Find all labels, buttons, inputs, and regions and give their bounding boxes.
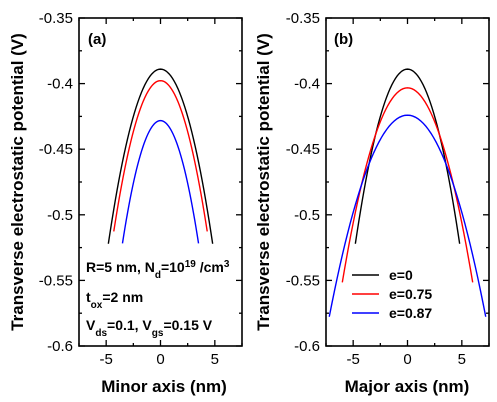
- series-line-3: [121, 119, 200, 244]
- x-tick-label: -5: [346, 351, 359, 368]
- x-axis-label-b: Major axis (nm): [345, 377, 470, 396]
- y-tick-label: -0.5: [47, 207, 73, 224]
- y-tick-label: -0.35: [39, 10, 73, 27]
- series-line-1: [354, 68, 461, 244]
- axes-b: -5 0 5 -0.35 -0.4 -0.45 -0.5 -0.55 -0.6: [286, 10, 490, 368]
- panel-a: -5 0 5 -0.35 -0.4 -0.45 -0.5 -0.55 -0.6 (a) Mino…: [8, 10, 243, 396]
- x-tick-label: 5: [211, 351, 219, 368]
- y-tick-label: -0.55: [286, 272, 320, 289]
- y-tick-label: -0.45: [286, 141, 320, 158]
- y-tick-label: -0.6: [294, 338, 320, 355]
- series-line-1: [107, 68, 214, 244]
- annotation-device-params: R=5 nm, Nd=1019 /cm3: [86, 259, 230, 281]
- legend-label-1: e=0: [389, 267, 413, 283]
- x-axis-label-a: Minor axis (nm): [101, 377, 227, 396]
- legend: e=0 e=0.75 e=0.87: [352, 267, 432, 321]
- y-tick-label: -0.35: [286, 10, 320, 27]
- legend-label-3: e=0.87: [389, 305, 432, 321]
- axes-a: -5 0 5 -0.35 -0.4 -0.45 -0.5 -0.55 -0.6: [39, 10, 243, 368]
- y-axis-label-a: Transverse electrostatic potential (V): [8, 33, 27, 331]
- y-axis-label-b: Transverse electrostatic potential (V): [254, 33, 273, 331]
- x-tick-label: 0: [156, 351, 164, 368]
- y-tick-label: -0.5: [294, 207, 320, 224]
- panel-label-a: (a): [88, 31, 106, 48]
- y-tick-label: -0.4: [47, 76, 73, 93]
- series-line-2: [113, 79, 208, 232]
- y-tick-label: -0.45: [39, 141, 73, 158]
- y-tick-label: -0.55: [39, 272, 73, 289]
- x-tick-label: -5: [99, 351, 112, 368]
- panel-b: -5 0 5 -0.35 -0.4 -0.45 -0.5 -0.55 -0.6 (b) Majo…: [254, 10, 490, 396]
- annotation-bias: Vds=0.1, Vgs=0.15 V: [86, 317, 213, 339]
- y-tick-label: -0.4: [294, 76, 320, 93]
- x-tick-label: 5: [458, 351, 466, 368]
- series-group-b: [328, 68, 487, 317]
- y-tick-label: -0.6: [47, 338, 73, 355]
- panel-label-b: (b): [334, 31, 353, 48]
- series-line-3: [328, 114, 487, 317]
- x-tick-label: 0: [403, 351, 411, 368]
- series-group-a: [107, 68, 214, 244]
- series-line-2: [341, 87, 474, 283]
- legend-label-2: e=0.75: [389, 286, 432, 302]
- annotation-oxide-thickness: tox=2 nm: [86, 289, 143, 311]
